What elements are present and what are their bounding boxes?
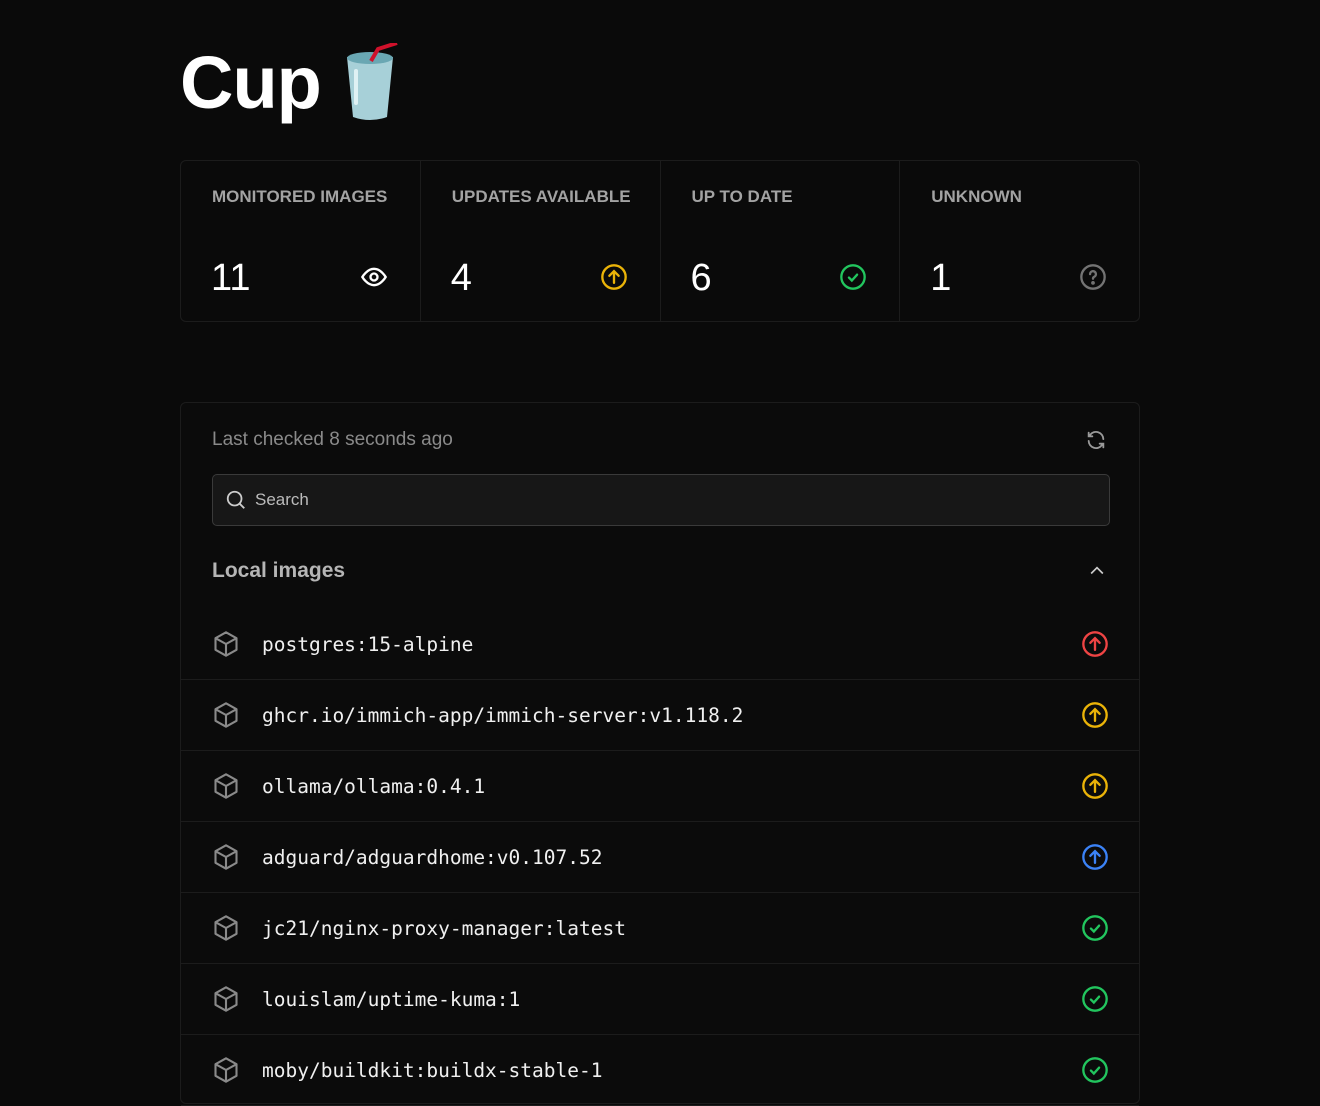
images-card: Last checked 8 seconds ago Local images … [180, 402, 1140, 1106]
chevron-up-icon[interactable] [1087, 561, 1107, 581]
stat-card: UP TO DATE 6 [661, 161, 901, 321]
section-title: Local images [212, 559, 346, 582]
package-icon [214, 702, 238, 728]
image-row[interactable]: ollama/ollama:0.4.1 [181, 751, 1139, 822]
image-row[interactable]: moby/buildkit:buildx-stable-1 [181, 1035, 1139, 1106]
image-row[interactable]: louislam/uptime-kuma:1 [181, 964, 1139, 1035]
arrow-up-circle-icon [600, 264, 627, 290]
update-available-icon [1082, 773, 1108, 799]
stat-value: 4 [450, 257, 472, 299]
stat-card: MONITORED IMAGES 11 [181, 161, 421, 321]
header: Cup [180, 38, 401, 128]
update-available-icon [1082, 631, 1108, 657]
image-row[interactable]: adguard/adguardhome:v0.107.52 [181, 822, 1139, 893]
package-icon [214, 631, 238, 657]
image-row[interactable]: postgres:15-alpine [181, 609, 1139, 680]
stat-label: UPDATES AVAILABLE [451, 187, 631, 206]
image-row[interactable]: jc21/nginx-proxy-manager:latest [181, 893, 1139, 964]
check-circle-icon [840, 264, 867, 290]
up-to-date-icon [1082, 915, 1108, 941]
image-name: adguard/adguardhome:v0.107.52 [262, 845, 603, 869]
stat-value: 6 [690, 257, 712, 299]
search-icon [226, 490, 245, 509]
eye-icon [360, 267, 387, 287]
image-name: moby/buildkit:buildx-stable-1 [262, 1058, 603, 1082]
stat-label: MONITORED IMAGES [212, 187, 388, 206]
image-name: jc21/nginx-proxy-manager:latest [262, 916, 626, 940]
package-icon [214, 844, 238, 870]
cup-logo-icon [346, 43, 398, 120]
stat-value: 1 [930, 257, 952, 299]
refresh-icon[interactable] [1085, 429, 1107, 451]
image-name: postgres:15-alpine [262, 632, 474, 656]
package-icon [214, 773, 238, 799]
stat-value: 11 [211, 257, 251, 299]
stat-label: UP TO DATE [691, 187, 793, 206]
update-available-icon [1082, 844, 1108, 870]
up-to-date-icon [1082, 986, 1108, 1012]
image-name: ghcr.io/immich-app/immich-server:v1.118.… [262, 703, 744, 727]
package-icon [214, 986, 238, 1012]
package-icon [214, 915, 238, 941]
search-input[interactable] [253, 489, 1057, 511]
image-list: postgres:15-alpine ghcr.io/immich-app/imm… [181, 609, 1139, 1106]
image-row[interactable]: ghcr.io/immich-app/immich-server:v1.118.… [181, 680, 1139, 751]
image-name: louislam/uptime-kuma:1 [262, 987, 521, 1011]
app-title: Cup [180, 41, 322, 124]
stat-card: UPDATES AVAILABLE 4 [421, 161, 661, 321]
stats-panel: MONITORED IMAGES 11 UPDATES AVAILABLE 4 UP T… [180, 160, 1140, 322]
image-name: ollama/ollama:0.4.1 [262, 774, 486, 798]
update-available-icon [1082, 702, 1108, 728]
search-field[interactable] [212, 474, 1110, 526]
stat-label: UNKNOWN [931, 187, 1022, 206]
last-checked-text: Last checked 8 seconds ago [212, 429, 453, 450]
question-circle-icon [1080, 264, 1106, 290]
stat-card: UNKNOWN 1 [900, 161, 1139, 321]
